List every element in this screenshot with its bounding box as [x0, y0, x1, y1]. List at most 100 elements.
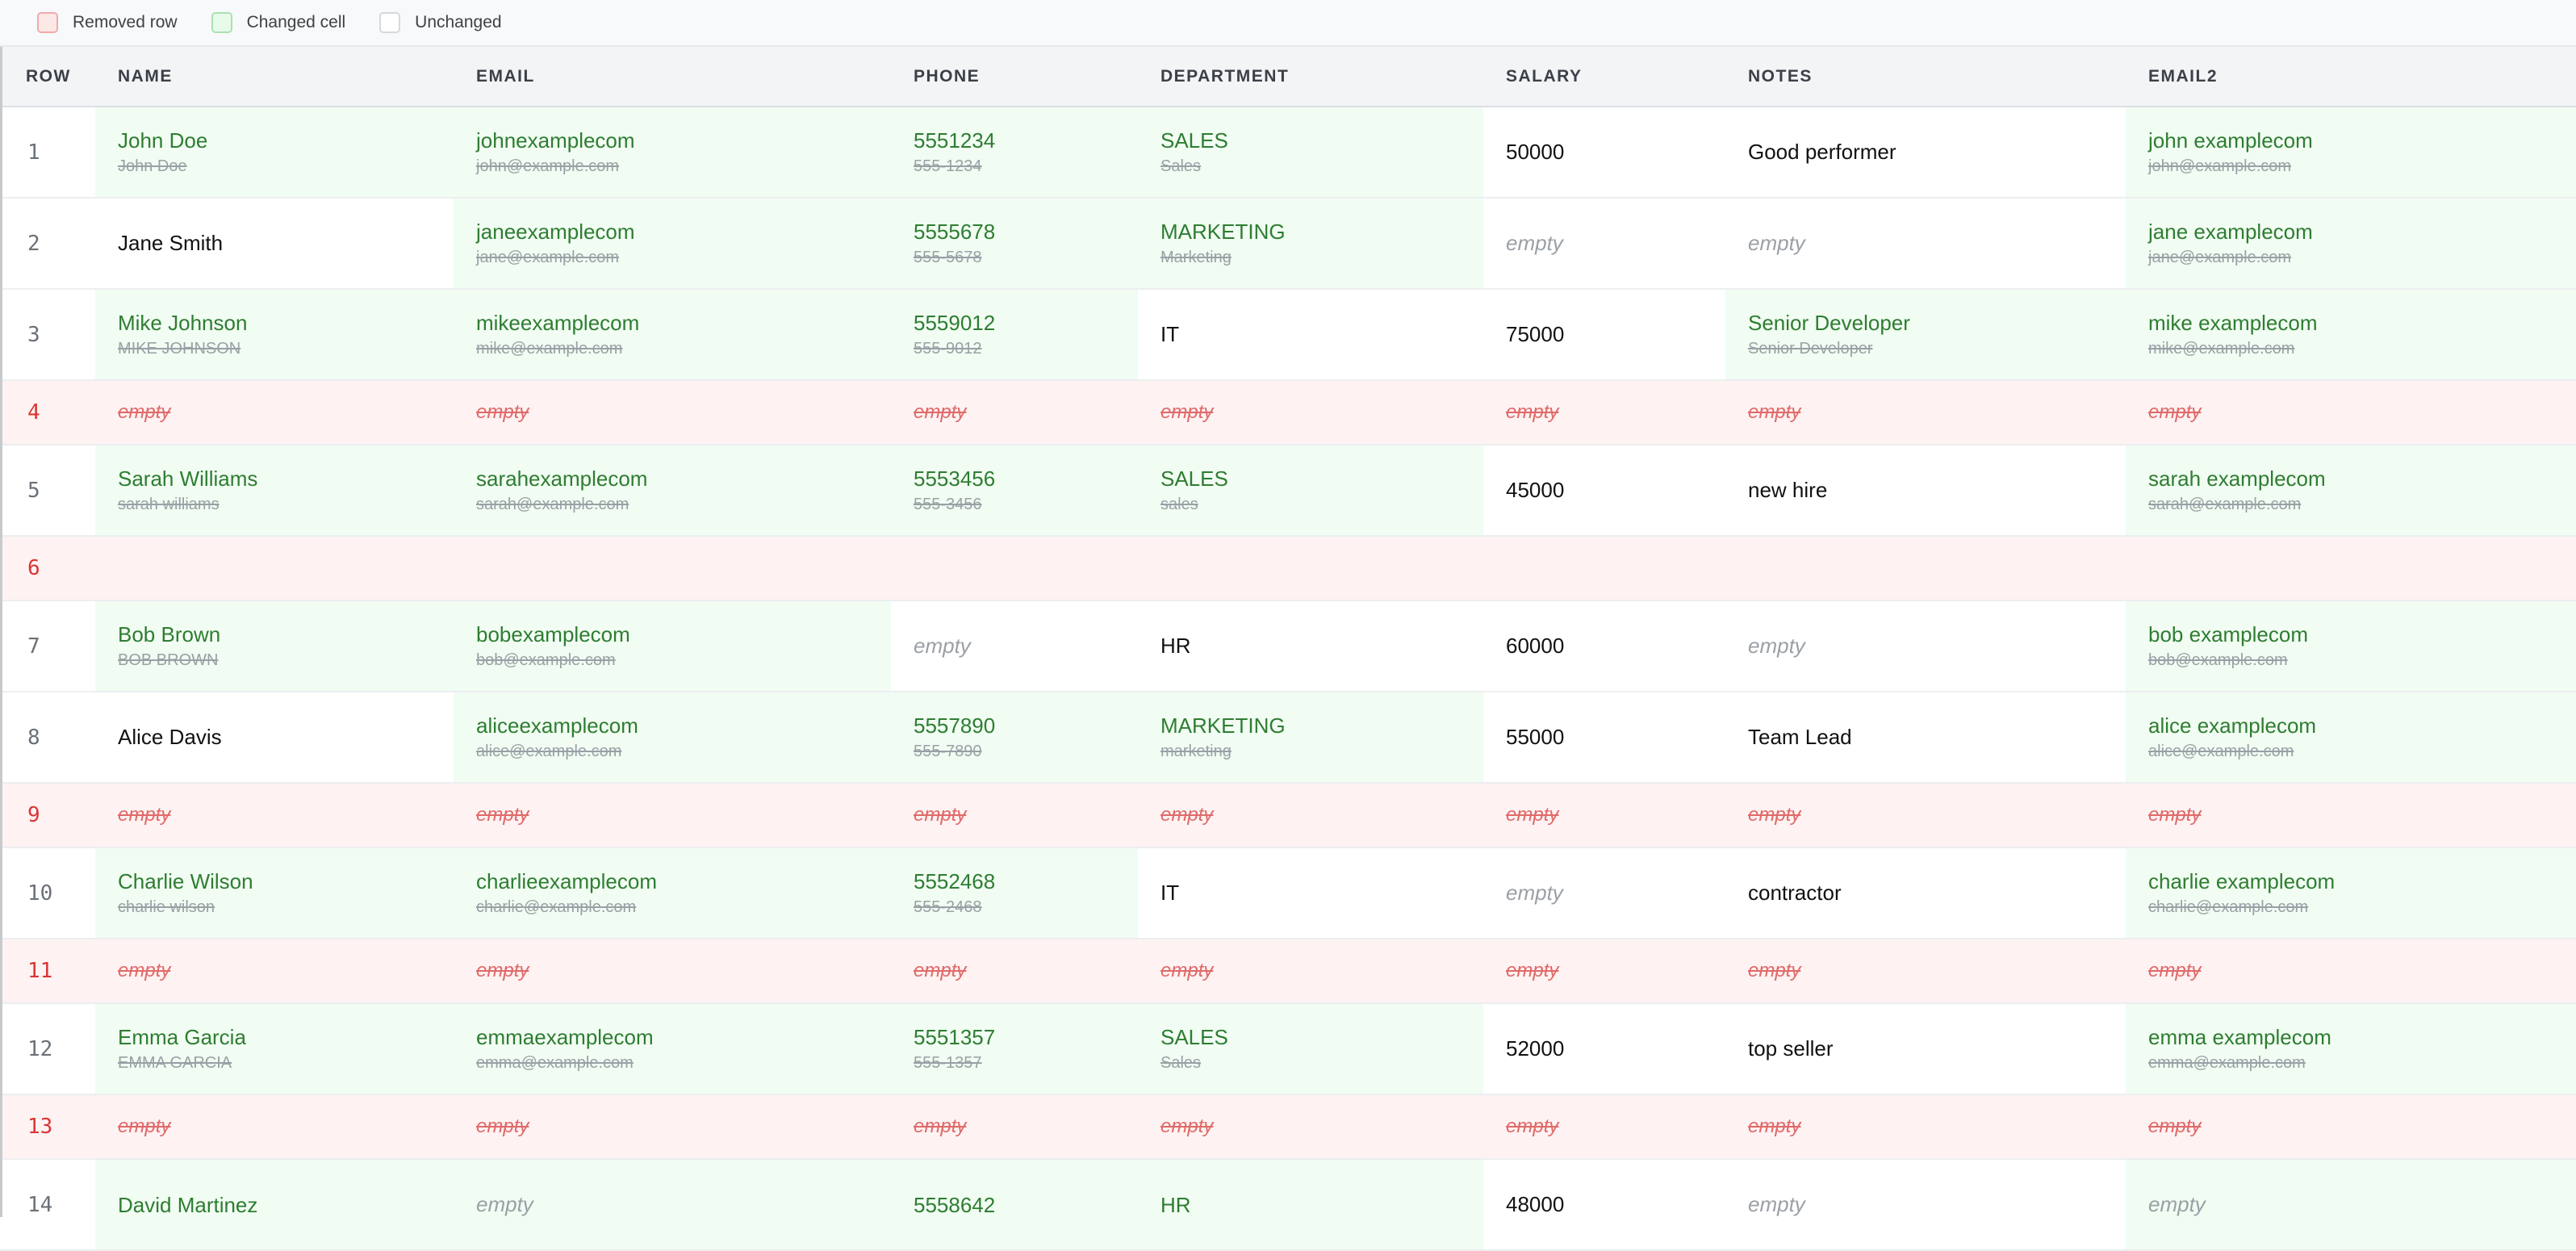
cell-name[interactable]: David Martinez [95, 1159, 454, 1251]
cell-name[interactable]: Bob Brown BOB BROWN [95, 600, 454, 692]
cell-email2[interactable]: alice examplecom alice@example.com [2126, 692, 2576, 784]
cell-department[interactable]: MARKETING Marketing [1138, 198, 1483, 290]
cell-salary[interactable]: 50000 [1483, 107, 1725, 199]
cell-name[interactable]: Alice Davis [95, 692, 454, 784]
cell-phone[interactable]: empty [891, 783, 1138, 848]
cell-email2[interactable]: empty [2126, 380, 2576, 446]
cell-department[interactable]: HR [1138, 600, 1483, 692]
cell-phone[interactable]: 5551234 555-1234 [891, 107, 1138, 199]
table-row[interactable]: 4 empty empty empty empty empty empty empty [0, 380, 2576, 446]
cell-email[interactable]: bobexamplecom bob@example.com [454, 600, 891, 692]
cell-email[interactable]: mikeexamplecom mike@example.com [454, 289, 891, 381]
cell-name[interactable]: Jane Smith [95, 198, 454, 290]
cell-phone[interactable]: empty [891, 600, 1138, 692]
cell-salary[interactable]: empty [1483, 380, 1725, 446]
cell-email[interactable]: emmaexamplecom emma@example.com [454, 1003, 891, 1095]
cell-name[interactable]: empty [95, 380, 454, 446]
cell-salary[interactable]: empty [1483, 198, 1725, 290]
cell-salary[interactable]: 55000 [1483, 692, 1725, 784]
cell-name[interactable]: empty [95, 1094, 454, 1160]
cell-phone[interactable]: 5553456 555-3456 [891, 445, 1138, 537]
cell-salary[interactable]: 48000 [1483, 1159, 1725, 1251]
cell-email2[interactable]: empty [2126, 1094, 2576, 1160]
cell-notes[interactable]: empty [1725, 1159, 2126, 1251]
table-row[interactable]: 11 empty empty empty empty empty empty empty [0, 939, 2576, 1004]
cell-email2[interactable]: empty [2126, 939, 2576, 1004]
header-notes[interactable]: NOTES [1725, 47, 2126, 107]
cell-department[interactable]: empty [1138, 380, 1483, 446]
cell-notes[interactable]: empty [1725, 198, 2126, 290]
cell-email2[interactable]: sarah examplecom sarah@example.com [2126, 445, 2576, 537]
cell-notes[interactable]: empty [1725, 939, 2126, 1004]
cell-department[interactable]: empty [1138, 1094, 1483, 1160]
header-email[interactable]: EMAIL [454, 47, 891, 107]
table-row[interactable]: 8 Alice Davis aliceexamplecom alice@example… [0, 692, 2576, 784]
table-row[interactable]: 5 Sarah Williams sarah williams sarahexampl… [0, 445, 2576, 537]
cell-email2[interactable]: jane examplecom jane@example.com [2126, 198, 2576, 290]
cell-email[interactable]: empty [454, 1094, 891, 1160]
table-row[interactable]: 10 Charlie Wilson charlie wilson charlieexa… [0, 847, 2576, 939]
cell-department[interactable] [1138, 536, 1483, 601]
header-salary[interactable]: SALARY [1483, 47, 1725, 107]
cell-salary[interactable] [1483, 536, 1725, 601]
cell-email[interactable]: empty [454, 1159, 891, 1251]
cell-salary[interactable]: empty [1483, 783, 1725, 848]
table-row[interactable]: 12 Emma Garcia EMMA GARCIA emmaexamplecom em… [0, 1003, 2576, 1095]
cell-salary[interactable]: empty [1483, 939, 1725, 1004]
cell-salary[interactable]: 60000 [1483, 600, 1725, 692]
cell-salary[interactable]: empty [1483, 1094, 1725, 1160]
cell-department[interactable]: MARKETING marketing [1138, 692, 1483, 784]
cell-notes[interactable]: empty [1725, 1094, 2126, 1160]
cell-email[interactable] [454, 536, 891, 601]
cell-name[interactable]: empty [95, 939, 454, 1004]
cell-department[interactable]: empty [1138, 939, 1483, 1004]
table-row[interactable]: 14 David Martinez empty 5558642 HR 48000 empty… [0, 1159, 2576, 1251]
cell-email[interactable]: empty [454, 380, 891, 446]
cell-notes[interactable]: empty [1725, 380, 2126, 446]
cell-phone[interactable]: 5551357 555-1357 [891, 1003, 1138, 1095]
cell-phone[interactable]: 5552468 555-2468 [891, 847, 1138, 939]
cell-name[interactable]: John Doe John Doe [95, 107, 454, 199]
table-row[interactable]: 9 empty empty empty empty empty empty empty [0, 783, 2576, 848]
cell-department[interactable]: SALES Sales [1138, 107, 1483, 199]
cell-salary[interactable]: 45000 [1483, 445, 1725, 537]
cell-name[interactable]: empty [95, 783, 454, 848]
table-row[interactable]: 3 Mike Johnson MIKE JOHNSON mikeexamplecom m… [0, 289, 2576, 381]
cell-phone[interactable]: 5558642 [891, 1159, 1138, 1251]
cell-email2[interactable]: mike examplecom mike@example.com [2126, 289, 2576, 381]
header-row[interactable]: ROW [0, 47, 95, 107]
cell-salary[interactable]: empty [1483, 847, 1725, 939]
cell-email2[interactable]: charlie examplecom charlie@example.com [2126, 847, 2576, 939]
cell-phone[interactable]: 5559012 555-9012 [891, 289, 1138, 381]
header-email2[interactable]: EMAIL2 [2126, 47, 2576, 107]
cell-email[interactable]: aliceexamplecom alice@example.com [454, 692, 891, 784]
cell-name[interactable]: Mike Johnson MIKE JOHNSON [95, 289, 454, 381]
cell-email[interactable]: empty [454, 939, 891, 1004]
cell-phone[interactable]: empty [891, 380, 1138, 446]
cell-notes[interactable]: contractor [1725, 847, 2126, 939]
cell-phone[interactable]: empty [891, 939, 1138, 1004]
cell-name[interactable] [95, 536, 454, 601]
cell-email2[interactable]: empty [2126, 783, 2576, 848]
cell-phone[interactable]: empty [891, 1094, 1138, 1160]
table-row[interactable]: 13 empty empty empty empty empty empty empty [0, 1094, 2576, 1160]
cell-notes[interactable] [1725, 536, 2126, 601]
cell-email2[interactable]: emma examplecom emma@example.com [2126, 1003, 2576, 1095]
cell-email[interactable]: janeexamplecom jane@example.com [454, 198, 891, 290]
cell-notes[interactable]: new hire [1725, 445, 2126, 537]
cell-email2[interactable]: empty [2126, 1159, 2576, 1251]
header-department[interactable]: DEPARTMENT [1138, 47, 1483, 107]
cell-phone[interactable] [891, 536, 1138, 601]
cell-salary[interactable]: 52000 [1483, 1003, 1725, 1095]
table-row[interactable]: 2 Jane Smith janeexamplecom jane@example.co… [0, 198, 2576, 290]
cell-email[interactable]: johnexamplecom john@example.com [454, 107, 891, 199]
cell-notes[interactable]: Team Lead [1725, 692, 2126, 784]
cell-email2[interactable]: bob examplecom bob@example.com [2126, 600, 2576, 692]
header-phone[interactable]: PHONE [891, 47, 1138, 107]
table-row[interactable]: 1 John Doe John Doe johnexamplecom john@exam… [0, 107, 2576, 199]
cell-email[interactable]: charlieexamplecom charlie@example.com [454, 847, 891, 939]
cell-email[interactable]: empty [454, 783, 891, 848]
cell-email[interactable]: sarahexamplecom sarah@example.com [454, 445, 891, 537]
cell-notes[interactable]: Senior Developer Senior Developer [1725, 289, 2126, 381]
cell-name[interactable]: Sarah Williams sarah williams [95, 445, 454, 537]
